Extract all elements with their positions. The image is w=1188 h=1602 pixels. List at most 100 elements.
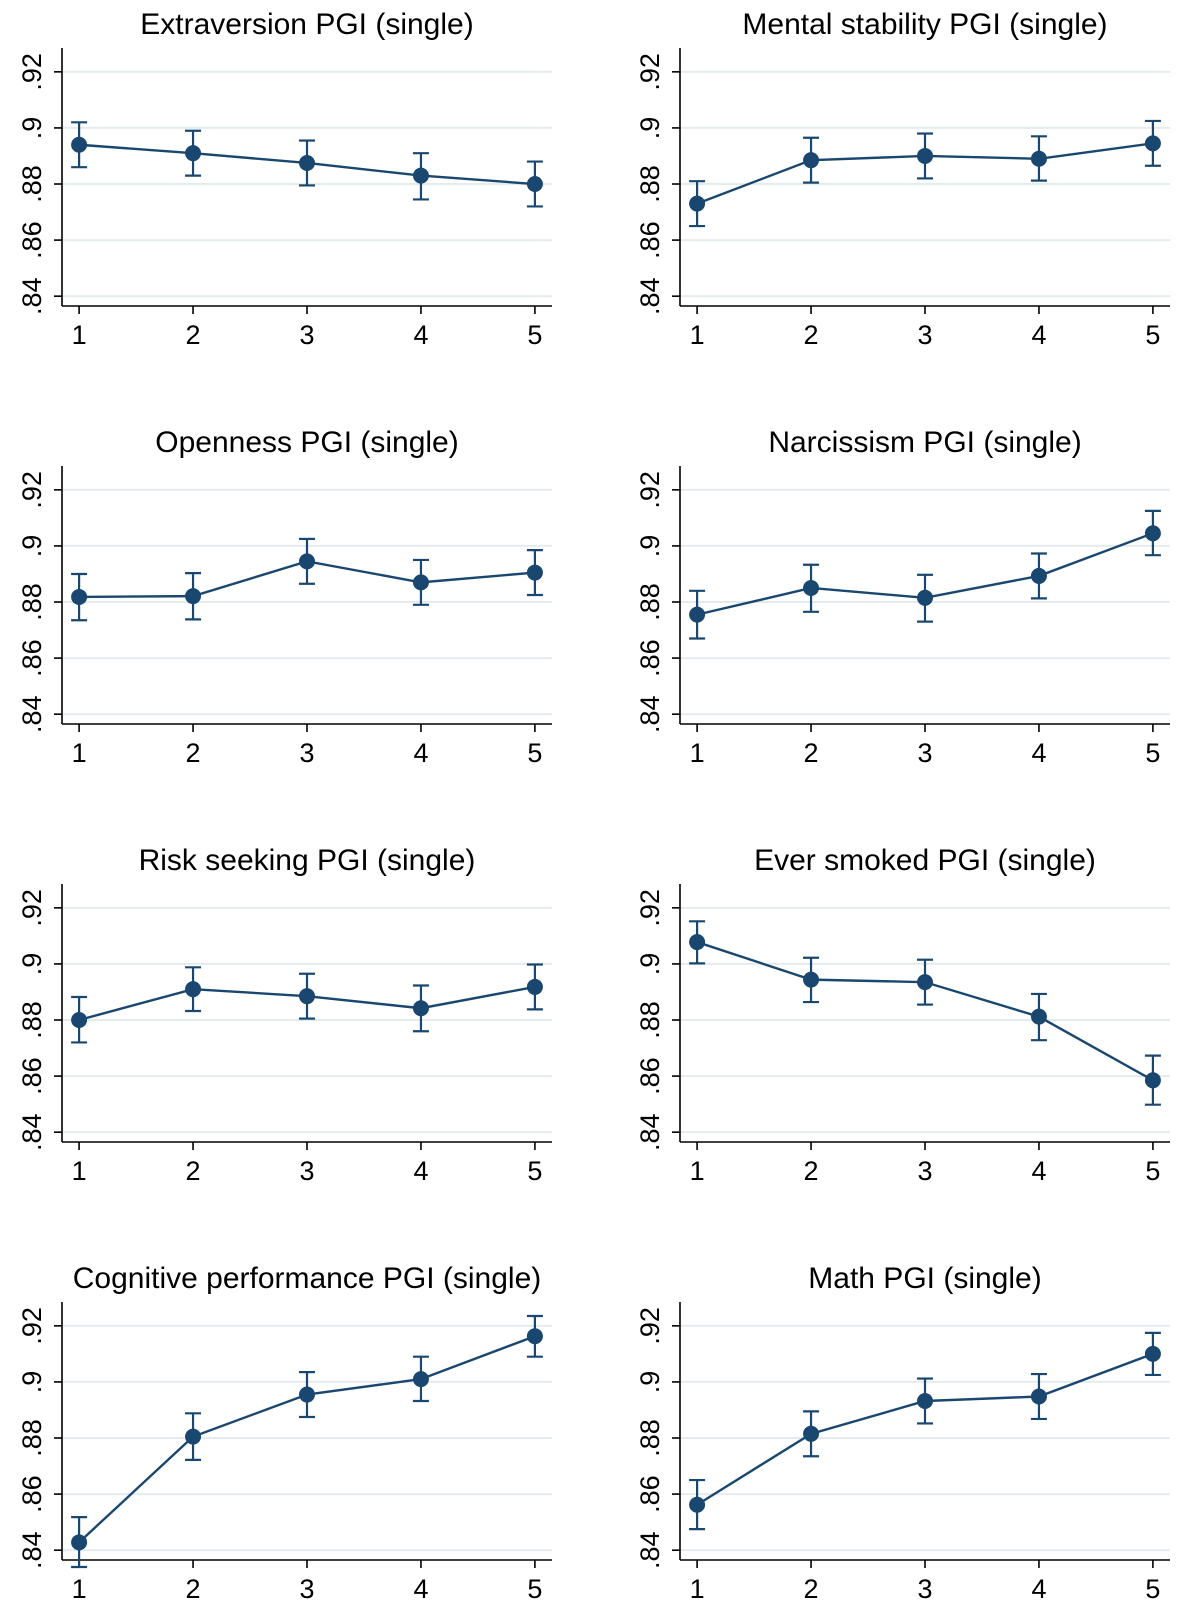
- y-tick-label: .88: [635, 583, 665, 621]
- x-tick-label: 1: [690, 738, 705, 768]
- x-tick-label: 5: [1145, 1574, 1160, 1602]
- panel-title: Mental stability PGI (single): [742, 8, 1107, 41]
- y-tick-label: .88: [17, 583, 47, 621]
- y-tick-label: .88: [635, 165, 665, 203]
- y-tick-label: .92: [635, 1307, 665, 1345]
- y-tick-label: .86: [635, 221, 665, 259]
- data-point: [412, 574, 429, 591]
- y-tick-label: .88: [17, 1001, 47, 1039]
- data-point: [1144, 135, 1161, 152]
- x-tick-label: 4: [413, 738, 428, 768]
- x-tick-label: 3: [299, 1574, 314, 1602]
- x-tick-label: 4: [1031, 320, 1046, 350]
- y-tick-label: .84: [17, 695, 47, 733]
- y-tick-label: .86: [17, 1475, 47, 1513]
- chart-panel-1: Extraversion PGI (single) .84 .86 .88 .9 .92 1…: [17, 8, 552, 350]
- data-point: [526, 176, 543, 193]
- x-tick-label: 2: [186, 738, 201, 768]
- data-point: [689, 934, 706, 951]
- panel-title: Extraversion PGI (single): [140, 8, 473, 41]
- y-tick-label: .92: [17, 53, 47, 91]
- y-tick-label: .86: [635, 639, 665, 677]
- data-point: [1030, 1388, 1047, 1405]
- series-line: [78, 1335, 536, 1544]
- data-point: [1144, 525, 1161, 542]
- data-point: [803, 152, 820, 169]
- x-tick-label: 3: [299, 738, 314, 768]
- data-point: [689, 195, 706, 212]
- data-point: [526, 978, 543, 995]
- data-point: [412, 1000, 429, 1017]
- y-tick-label: .9: [635, 535, 665, 558]
- y-tick-label: .86: [635, 1057, 665, 1095]
- data-point: [1030, 1008, 1047, 1025]
- data-point: [299, 988, 315, 1005]
- x-tick-label: 4: [1031, 738, 1046, 768]
- y-tick-label: .9: [17, 535, 47, 558]
- x-tick-label: 5: [527, 320, 542, 350]
- x-tick-label: 1: [690, 320, 705, 350]
- chart-panel-3: Openness PGI (single) .84 .86 .88 .9 .92 1 2 3 4 5: [17, 426, 552, 768]
- panel-title: Cognitive performance PGI (single): [73, 1262, 542, 1295]
- x-tick-label: 1: [72, 1574, 87, 1602]
- panel-title: Narcissism PGI (single): [768, 426, 1081, 459]
- data-point: [412, 1371, 429, 1388]
- chart-panel-5: Risk seeking PGI (single) .84 .86 .88 .9 .92 1…: [17, 844, 552, 1186]
- y-tick-label: .84: [17, 277, 47, 315]
- x-tick-label: 1: [690, 1156, 705, 1186]
- data-point: [526, 1328, 543, 1345]
- series-line: [696, 1352, 1154, 1506]
- data-point: [412, 167, 429, 184]
- data-point: [1144, 1072, 1161, 1089]
- y-tick-label: .92: [17, 471, 47, 509]
- y-tick-label: .84: [635, 1531, 665, 1569]
- x-tick-label: 1: [72, 320, 87, 350]
- y-tick-label: .84: [17, 1531, 47, 1569]
- data-point: [185, 145, 202, 162]
- data-point: [803, 971, 820, 988]
- panel-title: Ever smoked PGI (single): [754, 844, 1096, 877]
- x-tick-label: 3: [917, 320, 932, 350]
- data-point: [71, 1534, 88, 1551]
- data-point: [689, 606, 706, 623]
- x-tick-label: 1: [690, 1574, 705, 1602]
- data-point: [917, 147, 933, 164]
- x-tick-label: 3: [299, 320, 314, 350]
- y-tick-label: .88: [635, 1419, 665, 1457]
- y-tick-label: .86: [635, 1475, 665, 1513]
- data-point: [185, 1428, 202, 1445]
- y-tick-label: .88: [17, 1419, 47, 1457]
- data-point: [803, 1425, 820, 1442]
- y-tick-label: .84: [635, 1113, 665, 1151]
- y-tick-label: .92: [635, 53, 665, 91]
- x-tick-label: 5: [527, 1156, 542, 1186]
- chart-panel-4: Narcissism PGI (single) .84 .86 .88 .9 .92 1 2 3…: [635, 426, 1170, 768]
- chart-panel-6: Ever smoked PGI (single) .84 .86 .88 .9 .92 1 2…: [635, 844, 1170, 1186]
- x-tick-label: 5: [1145, 1156, 1160, 1186]
- panel-title: Math PGI (single): [808, 1262, 1041, 1295]
- y-tick-label: .92: [635, 471, 665, 509]
- x-tick-label: 4: [413, 320, 428, 350]
- x-tick-label: 4: [1031, 1574, 1046, 1602]
- y-tick-label: .86: [17, 1057, 47, 1095]
- panel-title: Risk seeking PGI (single): [139, 844, 476, 877]
- data-point: [1030, 150, 1047, 167]
- data-point: [917, 1392, 933, 1409]
- data-point: [526, 564, 543, 581]
- y-tick-label: .88: [635, 1001, 665, 1039]
- data-point: [689, 1496, 706, 1513]
- x-tick-label: 2: [804, 738, 819, 768]
- x-tick-label: 4: [413, 1574, 428, 1602]
- x-tick-label: 5: [527, 738, 542, 768]
- x-tick-label: 2: [186, 320, 201, 350]
- data-point: [803, 579, 820, 596]
- y-tick-label: .92: [17, 1307, 47, 1345]
- y-tick-label: .9: [17, 953, 47, 976]
- x-tick-label: 5: [527, 1574, 542, 1602]
- data-point: [185, 981, 202, 998]
- y-tick-label: .84: [17, 1113, 47, 1151]
- data-point: [917, 589, 933, 606]
- y-tick-label: .86: [17, 639, 47, 677]
- x-tick-label: 1: [72, 738, 87, 768]
